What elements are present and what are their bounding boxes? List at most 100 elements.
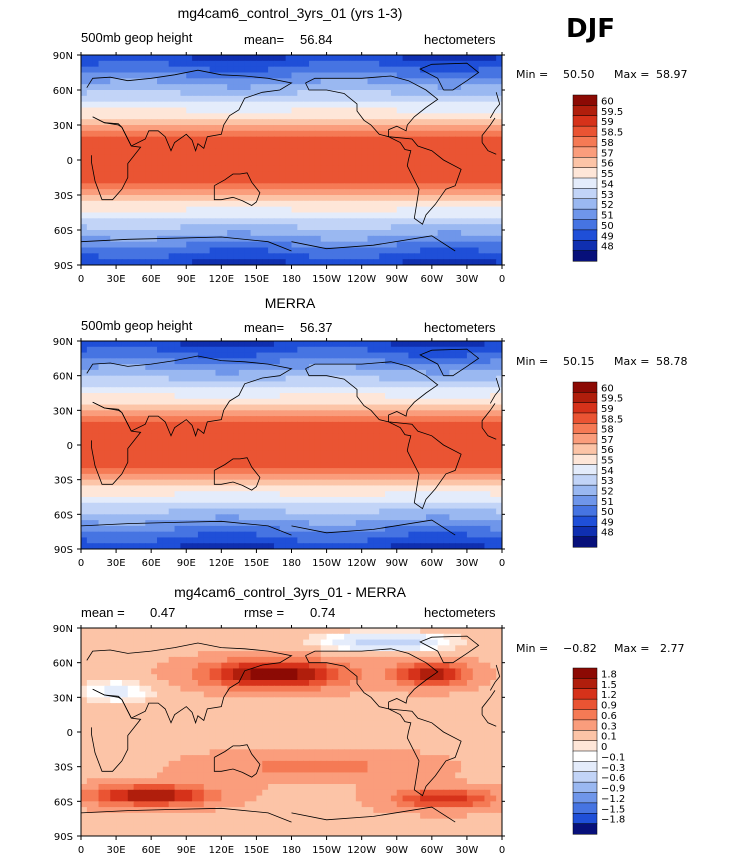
field-cell (168, 520, 176, 527)
field-cell (344, 235, 351, 243)
field-cell (203, 404, 211, 411)
field-cell (443, 497, 450, 504)
field-cell (373, 381, 380, 388)
field-cell (309, 520, 316, 527)
field-cell (180, 497, 187, 504)
field-cell (490, 398, 497, 406)
field-cell (139, 200, 146, 208)
field-cell (221, 421, 228, 429)
field-cell (127, 160, 135, 167)
field-cell (449, 427, 456, 435)
field-cell (332, 358, 339, 365)
field-cell (227, 165, 234, 173)
field-cell (385, 206, 392, 214)
field-cell (379, 462, 386, 469)
field-cell (192, 393, 199, 400)
field-cell (326, 148, 334, 155)
field-cell (390, 78, 398, 85)
field-cell (449, 433, 456, 440)
field-cell (227, 119, 234, 126)
field-cell (326, 183, 334, 190)
field-cell (297, 375, 304, 383)
field-cell (396, 404, 404, 411)
field-cell (104, 462, 111, 469)
panel1-units: hectometers (424, 32, 496, 47)
field-cell (320, 195, 328, 202)
field-cell (314, 381, 322, 388)
field-cell (385, 381, 392, 388)
field-cell (455, 497, 462, 504)
field-cell (437, 387, 445, 394)
field-cell (338, 154, 345, 161)
field-cell (127, 148, 135, 155)
field-cell (127, 119, 135, 126)
field-cell (92, 130, 100, 138)
field-cell (262, 393, 269, 400)
field-cell (402, 195, 410, 202)
field-cell (116, 72, 123, 79)
field-cell (209, 427, 217, 435)
field-cell (92, 78, 100, 85)
field-cell (309, 410, 316, 417)
field-cell (227, 84, 234, 91)
field-cell (215, 224, 222, 231)
field-cell (461, 341, 468, 348)
field-cell (484, 136, 491, 144)
field-cell (110, 142, 117, 149)
field-cell (367, 421, 374, 429)
field-cell (104, 241, 111, 249)
field-cell (414, 189, 421, 196)
field-cell (221, 165, 228, 173)
field-cell (81, 206, 88, 214)
field-cell (104, 421, 111, 429)
field-cell (168, 450, 176, 458)
field-cell (466, 78, 474, 85)
field-cell (215, 125, 222, 132)
field-cell (326, 241, 334, 249)
field-cell (110, 171, 117, 179)
field-cell (273, 393, 281, 400)
field-cell (431, 101, 439, 109)
field-cell (186, 212, 193, 219)
field-cell (437, 90, 445, 97)
field-cell (221, 142, 228, 149)
field-cell (472, 462, 480, 469)
field-cell (244, 427, 252, 435)
field-cell (221, 473, 228, 481)
field-cell (361, 84, 369, 91)
field-cell (285, 183, 293, 190)
field-cell (373, 119, 380, 126)
field-cell (472, 160, 480, 167)
field-cell (478, 130, 486, 138)
field-cell (461, 125, 468, 132)
field-cell (174, 177, 182, 184)
field-cell (303, 235, 310, 243)
field-cell (379, 200, 386, 208)
field-cell (291, 479, 298, 487)
field-cell (326, 346, 334, 354)
field-cell (233, 404, 240, 411)
field-cell (309, 456, 316, 463)
field-cell (291, 142, 298, 149)
field-cell (385, 247, 392, 254)
field-cell (133, 113, 141, 120)
field-cell (86, 189, 94, 196)
field-cell (385, 427, 392, 435)
field-cell (98, 445, 105, 452)
field-cell (139, 113, 146, 120)
field-cell (396, 235, 404, 243)
field-cell (244, 55, 252, 62)
field-cell (425, 72, 433, 79)
field-cell (81, 66, 88, 74)
field-cell (256, 433, 263, 440)
field-cell (402, 206, 410, 214)
field-cell (127, 456, 135, 463)
field-cell (309, 148, 316, 155)
field-cell (174, 497, 182, 504)
field-cell (461, 410, 468, 417)
field-cell (478, 468, 486, 475)
field-cell (326, 78, 334, 85)
field-cell (320, 206, 328, 214)
field-cell (256, 341, 263, 348)
field-cell (390, 404, 398, 411)
